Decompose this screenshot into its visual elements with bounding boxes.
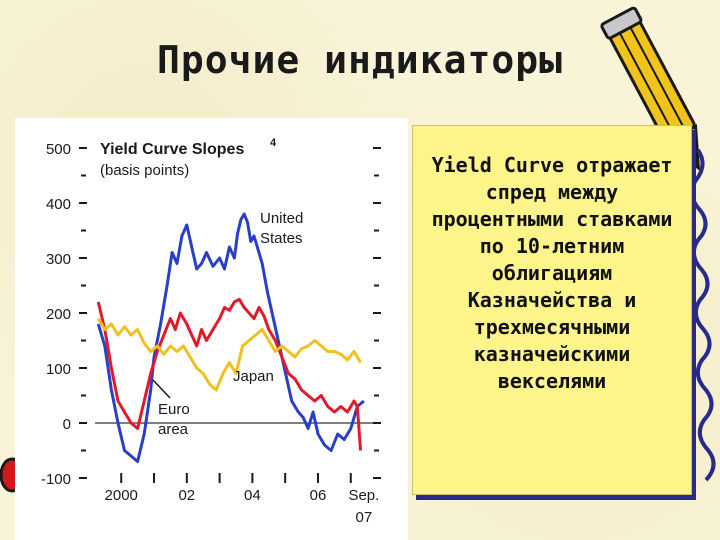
chart-subtitle: (basis points) bbox=[100, 162, 189, 179]
y-tick-label: 100 bbox=[46, 361, 71, 378]
yield-curve-chart-svg: Yield Curve Slopes 4 (basis points) 500 400 3… bbox=[41, 137, 381, 526]
y-tick-label: 200 bbox=[46, 306, 71, 323]
series-label-euro-area: Euro area bbox=[158, 401, 190, 438]
series-line-united-states bbox=[96, 212, 365, 463]
series-label-united-states: United States bbox=[260, 210, 303, 247]
y-tick-label: 400 bbox=[46, 196, 71, 213]
series-label-japan: Japan bbox=[233, 368, 274, 385]
slide-title: Прочие индикаторы bbox=[157, 38, 563, 82]
decorative-squiggles bbox=[690, 148, 716, 482]
y-tick-label: 500 bbox=[46, 141, 71, 158]
explanation-note: Yield Curve отражает спред между процент… bbox=[412, 125, 692, 495]
x-tick-label: 02 bbox=[178, 487, 195, 504]
series-line-euro-area bbox=[96, 297, 363, 451]
yield-curve-chart: Yield Curve Slopes 4 (basis points) 500 400 3… bbox=[15, 118, 408, 540]
y-tick-label: 300 bbox=[46, 251, 71, 268]
x-tick-label: 2000 bbox=[105, 487, 138, 504]
y-tick-label: -100 bbox=[41, 471, 71, 488]
decorative-mark bbox=[0, 457, 18, 493]
x-tick-label: 06 bbox=[310, 487, 327, 504]
x-tick-label: 04 bbox=[244, 487, 261, 504]
x-tick-label: Sep. bbox=[348, 487, 379, 504]
series-line-japan bbox=[97, 317, 362, 392]
x-tick-label: 07 bbox=[356, 509, 373, 526]
euro-area-leader-line bbox=[152, 379, 171, 399]
chart-title-superscript: 4 bbox=[270, 137, 277, 149]
y-tick-label: 0 bbox=[63, 416, 71, 433]
chart-title: Yield Curve Slopes bbox=[100, 141, 244, 158]
